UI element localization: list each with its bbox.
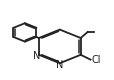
Text: Cl: Cl <box>91 55 100 65</box>
Text: N: N <box>32 51 40 61</box>
Text: N: N <box>56 60 63 70</box>
